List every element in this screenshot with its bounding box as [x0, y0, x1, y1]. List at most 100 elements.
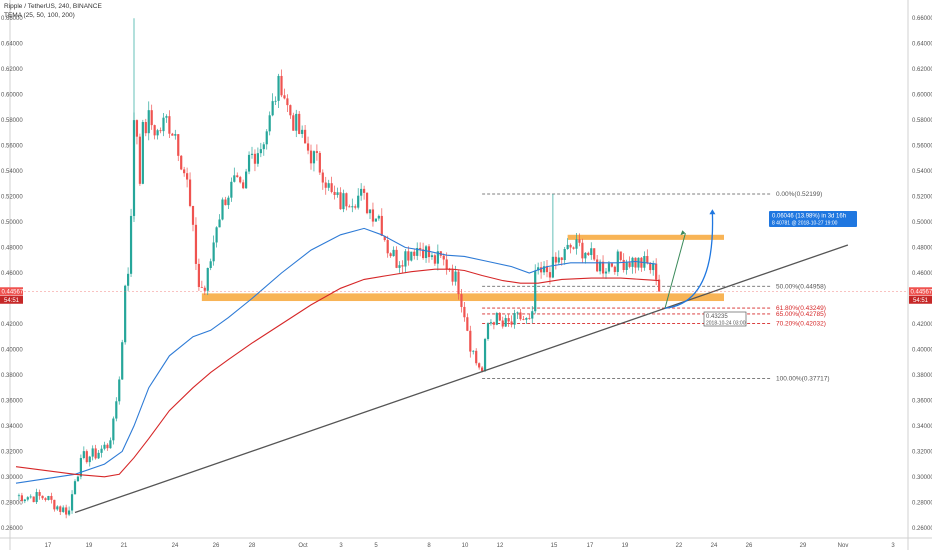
candle-body: [475, 350, 478, 364]
candle-body: [413, 251, 416, 256]
candle-body: [481, 367, 484, 372]
candle-body: [342, 193, 345, 210]
candle-body: [330, 183, 333, 192]
candle-body: [658, 279, 661, 292]
y-tick-label-left: 0.34000: [1, 424, 23, 430]
candle-body: [112, 418, 115, 441]
candle-body: [469, 330, 472, 352]
y-tick-label-right: 0.46000: [912, 271, 932, 277]
candle-body: [271, 101, 274, 116]
candle-body: [424, 246, 428, 259]
y-tick-label-right: 0.28000: [912, 500, 932, 506]
y-tick-label-left: 0.36000: [1, 398, 23, 404]
candle-body: [410, 251, 413, 261]
candle-body: [486, 323, 490, 339]
symbol-title: Ripple / TetherUS, 240, BINANCE: [4, 3, 102, 10]
candle-body: [115, 401, 118, 419]
indicator-title: TEMA (25, 50, 100, 200): [4, 12, 75, 19]
candle-body: [188, 179, 192, 206]
y-tick-label-left: 0.62000: [1, 67, 23, 73]
tema-blue-line: [15, 227, 657, 484]
candle-body: [171, 133, 174, 136]
y-tick-label-left: 0.64000: [1, 42, 23, 48]
y-tick-label-right: 0.52000: [912, 195, 932, 201]
chart-legend: Ripple / TetherUS, 240, BINANCE TEMA (25…: [4, 2, 102, 20]
candle-body: [103, 444, 106, 449]
candle-body: [35, 492, 38, 503]
candle-body: [422, 249, 425, 259]
candle-body: [510, 321, 513, 325]
y-tick-label-right: 0.64000: [912, 42, 932, 48]
candle-body: [318, 152, 321, 173]
candle-body: [575, 239, 578, 249]
x-tick-label: 19: [622, 543, 629, 549]
candle-body: [289, 105, 292, 116]
candle-body: [141, 122, 144, 184]
candle-body: [150, 110, 153, 126]
projection-arrow-blue: [664, 213, 714, 309]
candle-body: [70, 494, 74, 511]
candle-body: [82, 451, 85, 459]
candle-body: [165, 116, 168, 118]
candle-body: [451, 269, 454, 282]
candle-body: [495, 313, 498, 325]
candle-body: [174, 134, 177, 136]
candle-body: [548, 272, 552, 278]
countdown-text-right: 54:51: [913, 298, 929, 304]
y-tick-label-left: 0.42000: [1, 322, 23, 328]
last-price-badge-left: [0, 287, 23, 296]
candle-body: [534, 270, 537, 312]
candle-body: [212, 242, 215, 262]
x-tick-label: 28: [249, 543, 256, 549]
candle-body: [649, 263, 652, 271]
y-tick-label-right: 0.60000: [912, 93, 932, 99]
candle-body: [236, 175, 239, 178]
y-tick-label-left: 0.56000: [1, 144, 23, 150]
candle-body: [106, 444, 109, 449]
candle-body: [380, 215, 383, 236]
candle-body: [616, 251, 619, 272]
candle-body: [53, 499, 56, 510]
candle-body: [26, 497, 29, 500]
candle-body: [221, 199, 224, 220]
x-tick-label: 15: [551, 543, 558, 549]
candle-body: [247, 154, 251, 172]
candle-body: [191, 205, 195, 225]
candle-body: [203, 287, 206, 291]
candle-body: [383, 235, 386, 241]
tema-red-line: [15, 268, 660, 478]
candle-body: [560, 257, 563, 260]
candle-body: [333, 191, 336, 195]
candle-body: [324, 182, 327, 188]
candle-body: [233, 175, 236, 182]
candle-body: [365, 192, 369, 214]
candle-body: [91, 448, 94, 457]
candle-body: [525, 318, 528, 320]
candle-body: [522, 319, 525, 320]
candle-body: [646, 256, 649, 264]
candle-body: [371, 209, 375, 222]
candle-body: [262, 144, 265, 150]
candle-body: [253, 153, 257, 164]
x-tick-label: 26: [746, 543, 753, 549]
y-tick-label-right: 0.58000: [912, 118, 932, 124]
x-tick-label: Oct: [298, 543, 308, 549]
candle-body: [590, 248, 593, 256]
fib-level-label: 70.20%(0.42032): [776, 321, 826, 328]
candle-body: [304, 129, 307, 144]
y-tick-label-left: 0.40000: [1, 347, 23, 353]
candle-body: [85, 451, 88, 463]
y-tick-label-left: 0.30000: [1, 475, 23, 481]
candle-body: [153, 125, 156, 136]
candle-body: [436, 251, 439, 264]
projection-arrow-green: [664, 233, 686, 309]
candle-body: [643, 256, 646, 268]
candle-body: [62, 507, 65, 512]
candle-body: [625, 262, 628, 271]
candle-body: [168, 116, 171, 134]
candle-body: [545, 266, 549, 273]
candle-body: [389, 253, 392, 257]
candle-body: [147, 110, 150, 134]
